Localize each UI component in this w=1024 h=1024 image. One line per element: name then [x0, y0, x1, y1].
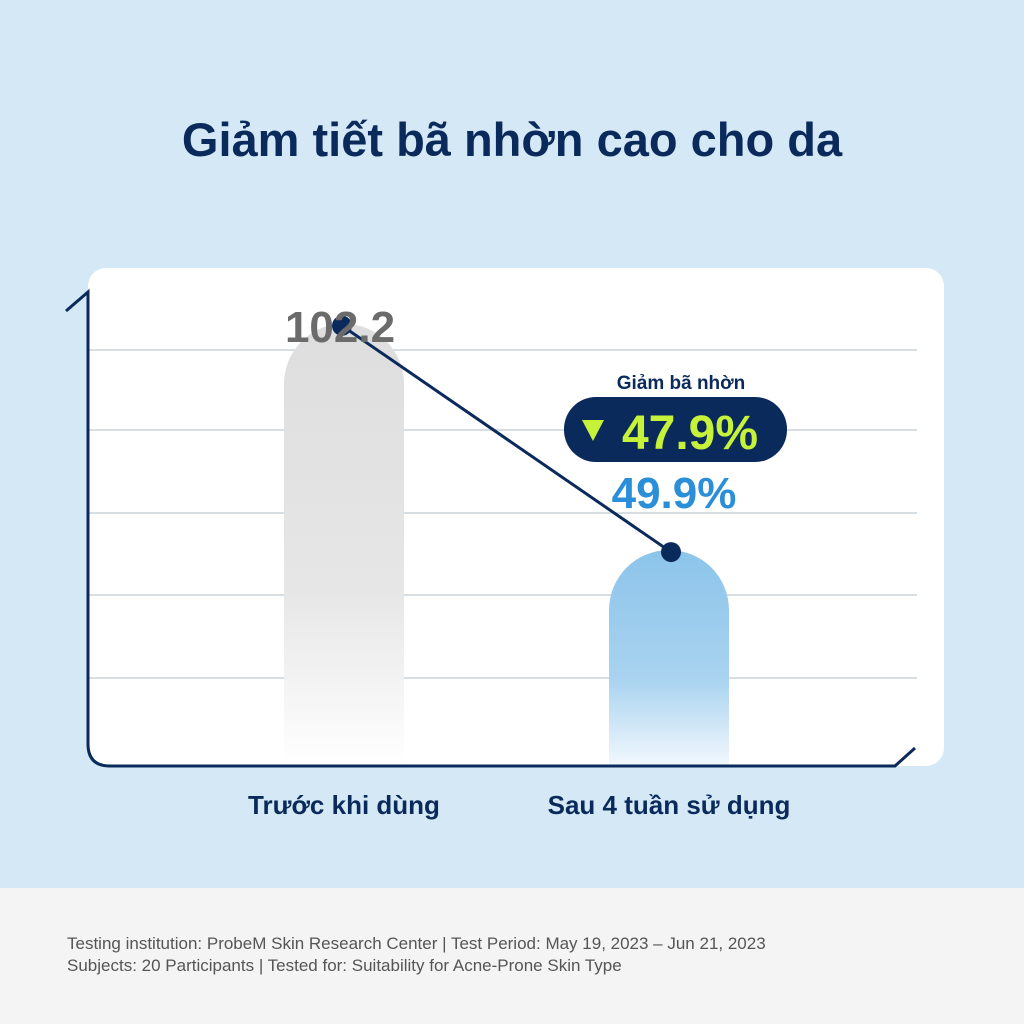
category-label: Trước khi dùng — [248, 790, 440, 820]
annotation-label: Giảm bã nhờn — [617, 373, 746, 394]
bar-2 — [609, 550, 729, 766]
annotation-value: 47.9% — [622, 407, 758, 460]
bar-1 — [284, 323, 404, 766]
reduction-badge — [564, 397, 787, 462]
triangle-down-icon — [582, 420, 604, 441]
chart: Trước khi dùng Sau 4 tuần sử dụng 102.2 49.… — [65, 288, 917, 820]
footer-line-2: Subjects: 20 Participants | Tested for: … — [67, 956, 622, 975]
data-point — [332, 315, 352, 336]
chart-title: Giảm tiết bã nhờn cao cho da — [181, 113, 843, 166]
footer-line-1: Testing institution: ProbeM Skin Researc… — [67, 934, 766, 953]
footer: Testing institution: ProbeM Skin Researc… — [0, 888, 1024, 1024]
category-label: Sau 4 tuần sử dụng — [548, 790, 791, 820]
value-label-after: 49.9% — [612, 469, 737, 518]
chart-card — [88, 268, 944, 766]
value-label-before: 102.2 — [285, 303, 395, 352]
axis-line — [65, 288, 917, 768]
trend-line — [341, 324, 672, 554]
data-point — [661, 542, 681, 563]
